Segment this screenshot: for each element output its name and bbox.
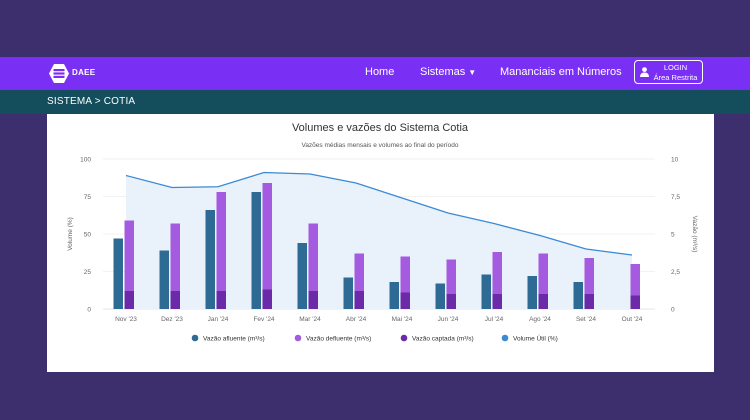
chart-subtitle: Vazões médias mensais e volumes ao final… (301, 142, 458, 149)
bar-afluente (113, 238, 123, 309)
breadcrumb-text: SISTEMA > COTIA (47, 96, 136, 107)
bar-defluente (124, 220, 134, 309)
daee-logo-icon[interactable] (48, 63, 70, 84)
x-tick-label: Nov '23 (115, 316, 137, 323)
x-tick-label: Dez '23 (161, 316, 183, 323)
legend-label: Vazão captada (m³/s) (412, 336, 474, 343)
bar-captada (538, 294, 548, 309)
y-right-tick-label: 5 (671, 232, 675, 239)
volume-line (125, 171, 633, 256)
bar-afluente (435, 283, 445, 309)
nav-sistemas-label: Sistemas (420, 66, 466, 78)
y-right-tick-label: 7,5 (671, 194, 680, 201)
breadcrumb: SISTEMA > COTIA (0, 90, 750, 114)
y-left-tick-label: 75 (84, 194, 92, 201)
legend-marker (400, 334, 408, 342)
bar-defluente (354, 253, 364, 309)
legend-label: Volume Útil (%) (513, 334, 558, 343)
bar-captada (492, 294, 502, 309)
bar-afluente (297, 243, 307, 309)
x-tick-label: Fev '24 (253, 316, 274, 323)
nav-home-link[interactable]: Home (365, 66, 395, 78)
bar-captada (446, 294, 456, 309)
bar-captada (170, 291, 180, 309)
bar-defluente (262, 183, 272, 309)
bar-afluente (159, 250, 169, 309)
x-tick-label: Ago '24 (529, 316, 551, 323)
logo-text: DAEE (72, 68, 96, 77)
bar-afluente (389, 282, 399, 309)
bar-captada (308, 291, 318, 309)
restricted-area-label: Área Restrita (653, 73, 698, 82)
nav-sistemas-dropdown[interactable]: Sistemas ▼ (420, 66, 476, 78)
y-axis-left-label: Volume (%) (67, 217, 74, 251)
bar-defluente (492, 252, 502, 309)
bar-defluente (630, 264, 640, 309)
login-label: LOGIN (663, 63, 688, 72)
x-tick-label: Mai '24 (392, 316, 413, 323)
user-icon (640, 67, 649, 77)
bar-defluente (308, 223, 318, 309)
y-left-tick-label: 25 (84, 269, 92, 276)
bar-captada (354, 291, 364, 309)
legend-marker (501, 334, 509, 342)
x-tick-label: Jul '24 (485, 316, 504, 323)
legend-marker (294, 334, 302, 342)
y-right-tick-label: 2,5 (671, 269, 680, 276)
bar-defluente (400, 256, 410, 309)
y-left-tick-label: 100 (80, 157, 91, 164)
legend-label: Vazão defluente (m³/s) (306, 336, 371, 343)
bar-defluente (584, 258, 594, 309)
bar-defluente (170, 223, 180, 309)
x-tick-label: Jan '24 (208, 316, 229, 323)
bar-captada (216, 291, 226, 309)
bar-afluente (481, 274, 491, 309)
bar-captada (400, 292, 410, 309)
nav-mananciais-link[interactable]: Mananciais em Números (500, 66, 622, 78)
y-right-tick-label: 0 (671, 307, 675, 314)
y-left-tick-label: 0 (87, 307, 91, 314)
legend-label: Vazão afluente (m³/s) (203, 336, 265, 343)
x-tick-label: Set '24 (576, 316, 596, 323)
x-tick-label: Jun '24 (438, 316, 459, 323)
x-tick-label: Mar '24 (299, 316, 321, 323)
bar-captada (262, 289, 272, 309)
x-tick-label: Abr '24 (346, 316, 367, 323)
login-button[interactable]: LOGIN Área Restrita (634, 60, 703, 84)
bar-defluente (446, 259, 456, 309)
bar-afluente (573, 282, 583, 309)
bar-captada (124, 291, 134, 309)
caret-down-icon: ▼ (468, 68, 477, 77)
bar-afluente (251, 192, 261, 309)
bar-afluente (527, 276, 537, 309)
y-left-tick-label: 50 (84, 232, 92, 239)
bar-afluente (205, 210, 215, 309)
bar-captada (630, 295, 640, 309)
y-axis-right-label: Vazão (m³/s) (691, 216, 698, 253)
bar-captada (584, 294, 594, 309)
y-right-tick-label: 10 (671, 157, 679, 164)
bar-afluente (343, 277, 353, 309)
bar-defluente (538, 253, 548, 309)
chart-title: Volumes e vazões do Sistema Cotia (292, 122, 469, 134)
bar-defluente (216, 192, 226, 309)
legend-marker (191, 334, 199, 342)
x-tick-label: Out '24 (622, 316, 643, 323)
chart-svg: Volumes e vazões do Sistema Cotia Vazões… (67, 122, 698, 343)
top-navbar: DAEE Home Sistemas ▼ Mananciais em Número… (0, 57, 750, 90)
chart-panel: Volumes e vazões do Sistema Cotia Vazões… (47, 114, 714, 372)
